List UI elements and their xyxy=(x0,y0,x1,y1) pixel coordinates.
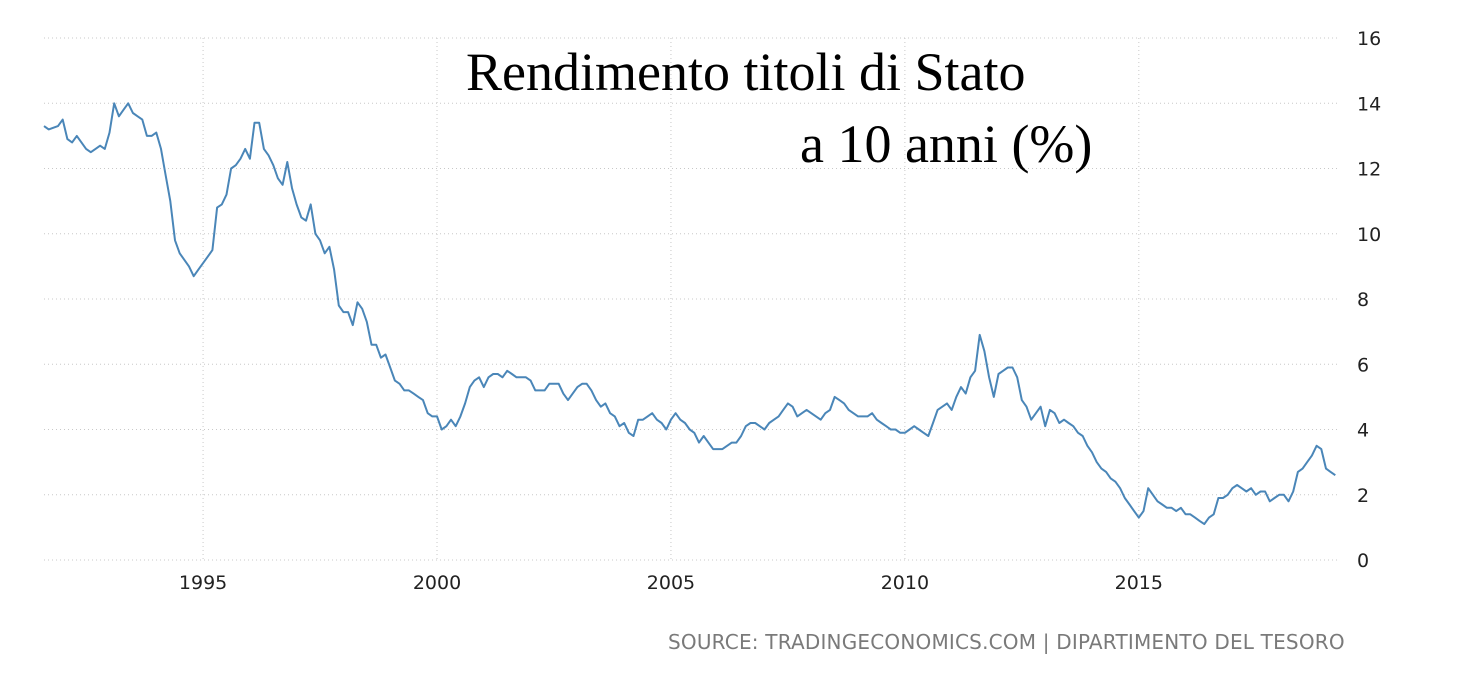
x-tick-label: 2015 xyxy=(1115,572,1163,594)
y-tick-label: 12 xyxy=(1357,159,1381,181)
y-tick-label: 8 xyxy=(1357,289,1369,311)
chart-source: SOURCE: TRADINGECONOMICS.COM | DIPARTIME… xyxy=(668,630,1345,654)
x-gridlines xyxy=(202,38,1140,560)
y-gridlines xyxy=(44,37,1340,561)
y-axis-ticks: 0 2 4 6 8 10 12 14 16 xyxy=(1357,28,1381,572)
x-axis-ticks: 1995 2000 2005 2010 2015 xyxy=(179,572,1163,594)
chart-title-line-2: a 10 anni (%) xyxy=(800,114,1092,174)
x-tick-label: 1995 xyxy=(179,572,227,594)
y-tick-label: 10 xyxy=(1357,224,1381,246)
y-tick-label: 4 xyxy=(1357,420,1369,442)
yield-series-line xyxy=(43,102,1336,526)
y-tick-label: 14 xyxy=(1357,93,1381,115)
x-tick-label: 2010 xyxy=(881,572,929,594)
y-tick-label: 16 xyxy=(1357,28,1381,50)
x-tick-label: 2005 xyxy=(647,572,695,594)
y-tick-label: 0 xyxy=(1357,550,1369,572)
y-tick-label: 2 xyxy=(1357,485,1369,507)
y-tick-label: 6 xyxy=(1357,354,1369,376)
chart-title-line-1: Rendimento titoli di Stato xyxy=(466,42,1026,102)
x-tick-label: 2000 xyxy=(413,572,461,594)
